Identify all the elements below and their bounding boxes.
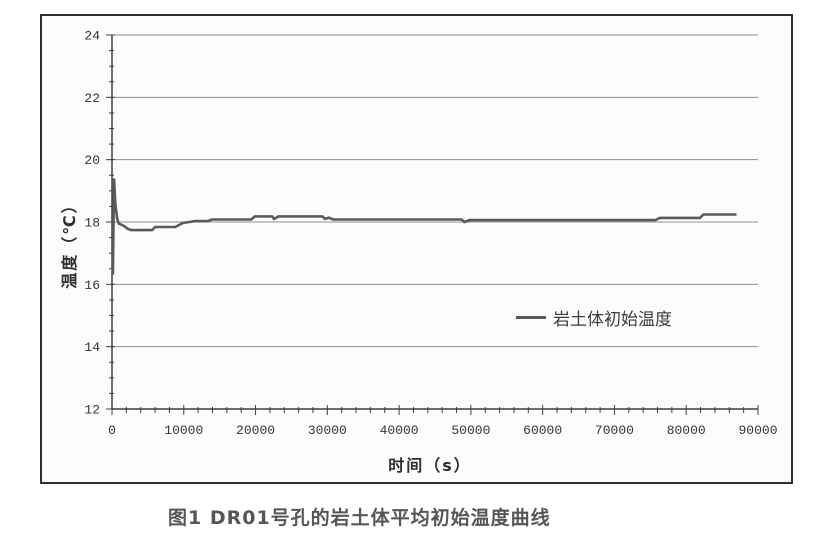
y-tick-label: 18 (84, 216, 100, 231)
figure-caption: 图1 DR01号孔的岩土体平均初始温度曲线 (168, 507, 551, 529)
y-axis-title: 温度（℃） (60, 195, 79, 289)
temperature-chart-panel: 0 10000 20000 30000 40000 50000 60000 70000 8000… (40, 14, 793, 484)
y-tick-label: 22 (84, 91, 100, 106)
y-tick-label: 12 (84, 403, 100, 418)
legend: 岩土体初始温度 (516, 305, 672, 330)
legend-label: 岩土体初始温度 (553, 310, 672, 330)
gridlines (112, 34, 758, 348)
y-tick-label: 20 (84, 153, 100, 168)
y-tick-label: 16 (84, 278, 100, 293)
axes (111, 35, 758, 410)
x-tick-label: 30000 (308, 423, 347, 438)
x-axis-title: 时间（s） (388, 456, 472, 475)
x-tick-label: 0 (108, 423, 116, 438)
x-tick-label: 60000 (523, 423, 562, 438)
y-tick-label: 14 (84, 340, 100, 355)
chart-canvas: 0 10000 20000 30000 40000 50000 60000 70000 8000… (84, 29, 777, 439)
series (111, 178, 737, 275)
legend-line-sample (516, 316, 546, 319)
x-tick-label: 40000 (380, 423, 419, 438)
x-tick-label: 20000 (236, 423, 275, 438)
temperature-line (111, 178, 737, 275)
tick-labels: 0 10000 20000 30000 40000 50000 60000 70000 8000… (84, 29, 777, 439)
x-tick-label: 90000 (738, 423, 777, 438)
x-tick-label: 70000 (595, 423, 634, 438)
axis-ticks (106, 34, 759, 415)
x-tick-label: 50000 (451, 423, 490, 438)
x-tick-label: 10000 (164, 423, 203, 438)
y-tick-label: 24 (84, 29, 100, 44)
x-tick-label: 80000 (667, 423, 706, 438)
